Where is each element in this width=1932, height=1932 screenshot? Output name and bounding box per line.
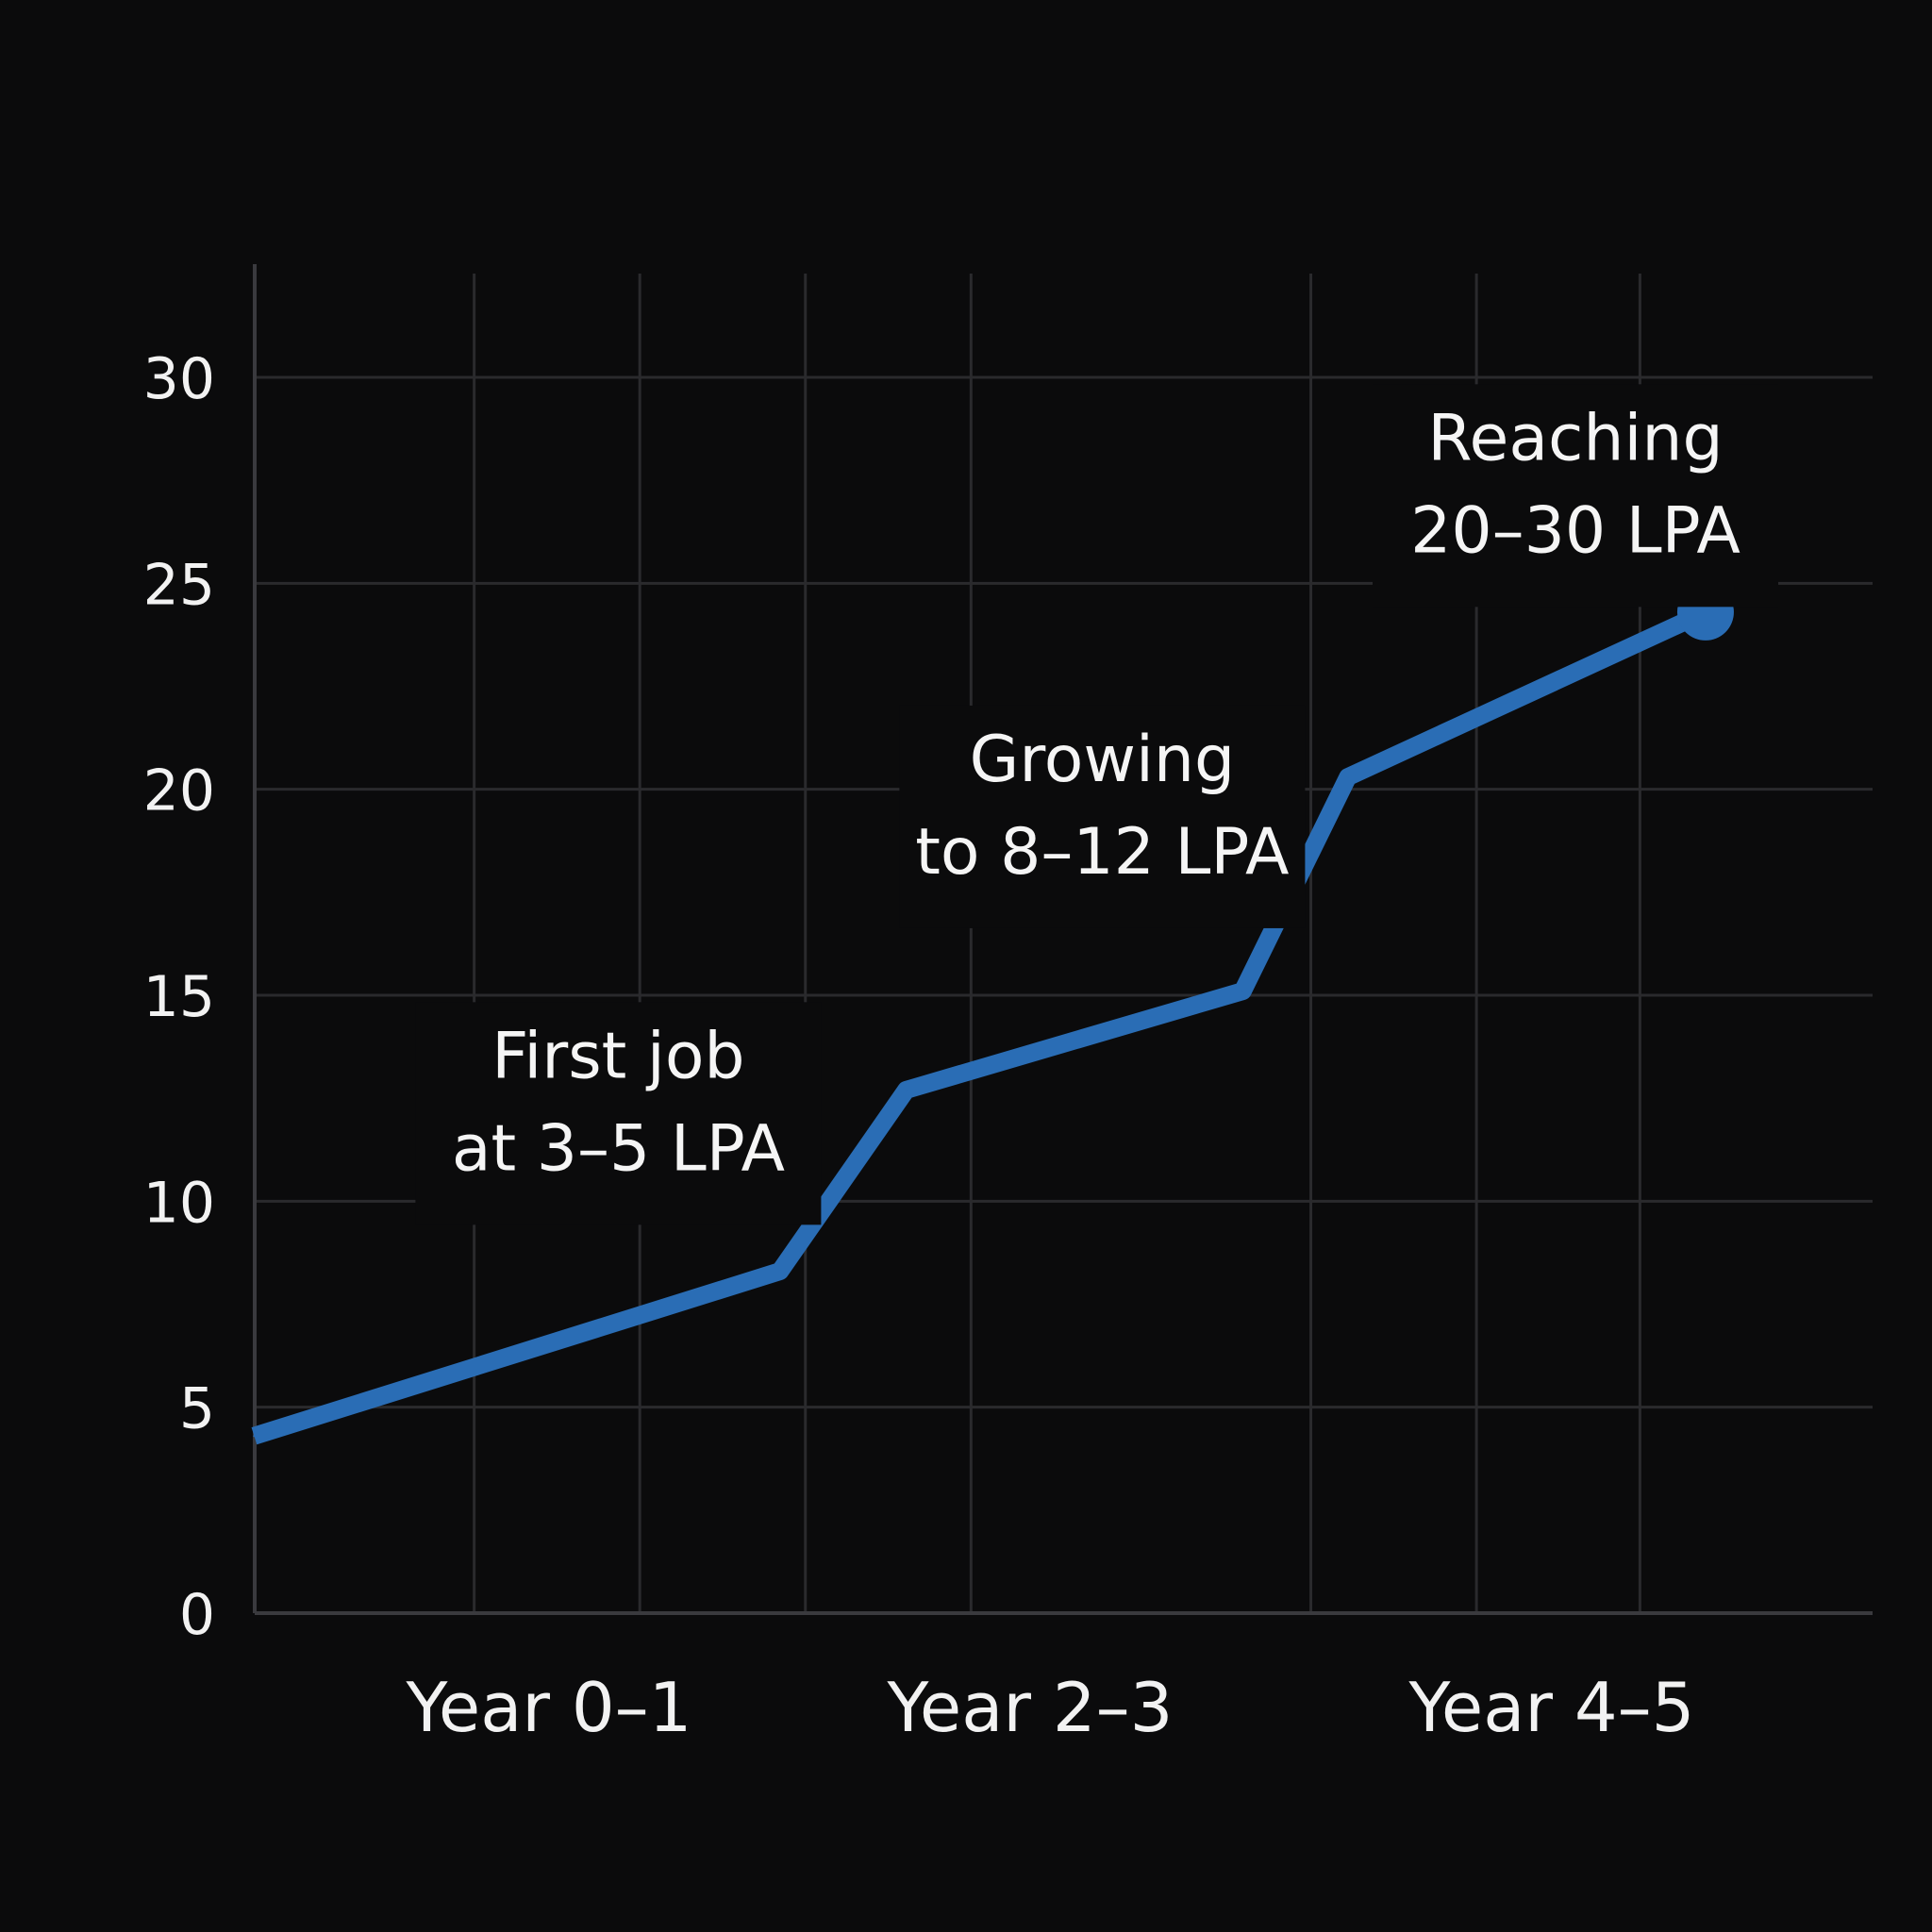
- x-tick-label: Year 0–1: [406, 1668, 692, 1747]
- annotation-line: to 8–12 LPA: [915, 815, 1289, 890]
- annotation-line: Reaching: [1427, 401, 1723, 475]
- y-tick-label: 20: [143, 758, 215, 824]
- y-tick-label: 15: [143, 964, 215, 1030]
- annotation-line: First job: [491, 1019, 744, 1093]
- annotation: Reaching 20–30 LPA: [1373, 384, 1778, 608]
- x-axis-ticks: Year 0–1 Year 2–3 Year 4–5: [406, 1668, 1695, 1747]
- y-tick-label: 25: [143, 552, 215, 618]
- data-point: [1241, 990, 1244, 992]
- annotation-background: [415, 1002, 822, 1225]
- annotation-background: [1373, 384, 1778, 608]
- y-axis-ticks: 0 5 10 15 20 25 30: [143, 346, 215, 1648]
- series-line: [251, 604, 1709, 1445]
- annotation-line: 20–30 LPA: [1410, 493, 1740, 568]
- annotation: Growing to 8–12 LPA: [899, 705, 1306, 928]
- y-tick-label: 0: [179, 1582, 215, 1648]
- annotation-line: Growing: [970, 723, 1236, 797]
- axes: [253, 264, 1873, 1615]
- y-tick-label: 5: [179, 1376, 215, 1442]
- y-tick-label: 10: [143, 1170, 215, 1236]
- annotations: First job at 3–5 LPA Growing to 8–12 LPA Rea…: [415, 384, 1778, 1225]
- y-tick-label: 30: [143, 346, 215, 412]
- annotation: First job at 3–5 LPA: [415, 1002, 822, 1225]
- annotation-background: [899, 705, 1306, 928]
- x-tick-label: Year 2–3: [887, 1668, 1174, 1747]
- data-point: [1346, 775, 1349, 778]
- data-point: [905, 1089, 908, 1091]
- data-point: [253, 1435, 256, 1438]
- annotation-line: at 3–5 LPA: [452, 1111, 785, 1186]
- data-point: [778, 1270, 781, 1273]
- x-tick-label: Year 4–5: [1408, 1668, 1695, 1747]
